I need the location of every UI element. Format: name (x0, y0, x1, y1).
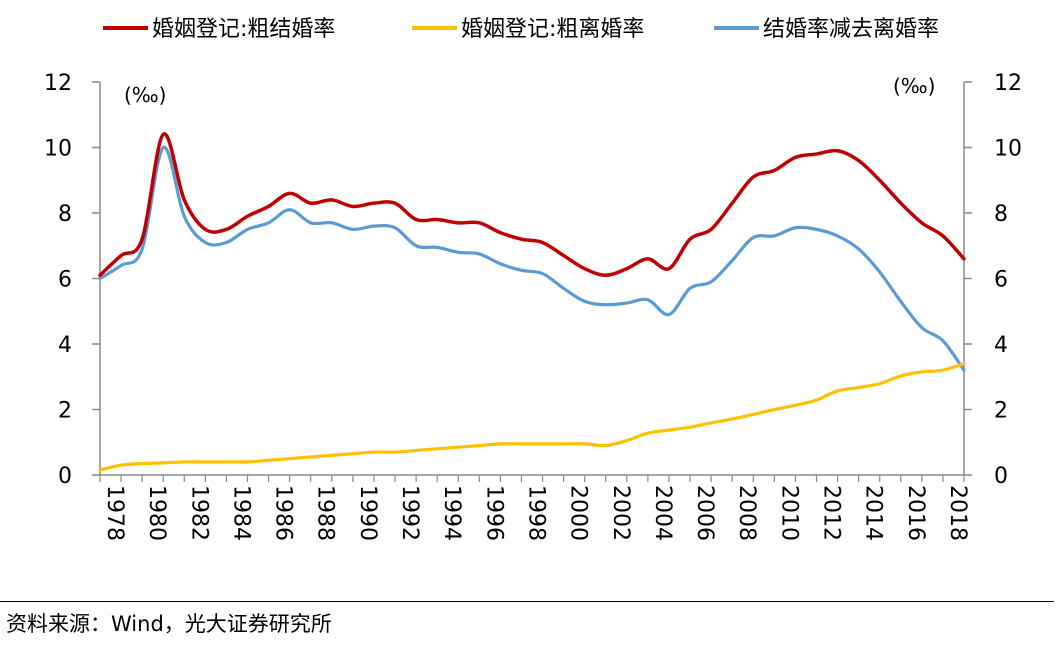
x-tick-label: 1992 (397, 485, 422, 541)
y-tick-label-right: 8 (994, 202, 1008, 227)
legend-label-1: 婚姻登记:粗离婚率 (461, 17, 644, 42)
x-tick-label: 1986 (271, 485, 296, 541)
x-tick-label: 2018 (945, 485, 970, 541)
x-tick-label: 2008 (734, 485, 759, 541)
y-tick-label-right: 12 (994, 71, 1022, 96)
axis-ticks: 0 0 2 2 4 4 6 6 8 8 10 10 12 12 1978 1980 1982 1984 1986 19… (44, 71, 1022, 541)
line-chart: 婚姻登记:粗结婚率 婚姻登记:粗离婚率 结婚率减去离婚率 (‰) (‰) 0 0 2 2 4… (44, 17, 1022, 541)
series-line-1 (98, 362, 966, 472)
y-tick-label-right: 2 (994, 399, 1008, 424)
x-tick-label: 1990 (355, 485, 380, 541)
y-tick-label-left: 10 (44, 137, 72, 162)
chart-axes (99, 82, 965, 476)
y-tick-label-left: 12 (44, 71, 72, 96)
y-tick-label-right: 6 (994, 268, 1008, 293)
x-tick-label: 2002 (608, 485, 633, 541)
legend-label-0: 婚姻登记:粗结婚率 (152, 17, 335, 42)
y-tick-label-left: 2 (58, 399, 72, 424)
x-tick-label: 1984 (228, 485, 253, 541)
y-tick-label-left: 8 (58, 202, 72, 227)
y-unit-right: (‰) (893, 74, 935, 98)
y-tick-label-left: 4 (58, 333, 72, 358)
x-tick-label: 1978 (102, 485, 127, 541)
x-tick-label: 1988 (313, 485, 338, 541)
y-tick-label-right: 10 (994, 137, 1022, 162)
chart-legend: 婚姻登记:粗结婚率 婚姻登记:粗离婚率 结婚率减去离婚率 (103, 17, 939, 42)
series-line-2 (98, 145, 966, 372)
x-tick-label: 1982 (186, 485, 211, 541)
source-note: 资料来源：Wind，光大证券研究所 (6, 612, 332, 636)
x-tick-label: 2006 (692, 485, 717, 541)
x-tick-label: 2000 (566, 485, 591, 541)
y-tick-label-left: 0 (58, 464, 72, 489)
x-tick-label: 1994 (439, 485, 464, 541)
y-unit-left: (‰) (124, 83, 166, 107)
series-lines (98, 132, 966, 472)
series-line-0 (98, 132, 966, 277)
x-tick-label: 2004 (650, 485, 675, 541)
x-tick-label: 2016 (903, 485, 928, 541)
y-tick-label-left: 6 (58, 268, 72, 293)
x-tick-label: 1980 (144, 485, 169, 541)
source-divider (0, 601, 1054, 602)
x-tick-label: 2014 (861, 485, 886, 541)
x-tick-label: 2010 (776, 485, 801, 541)
x-tick-label: 1998 (523, 485, 548, 541)
legend-label-2: 结婚率减去离婚率 (763, 17, 939, 42)
y-tick-label-right: 0 (994, 464, 1008, 489)
x-tick-label: 1996 (481, 485, 506, 541)
y-tick-label-right: 4 (994, 333, 1008, 358)
x-tick-label: 2012 (818, 485, 843, 541)
